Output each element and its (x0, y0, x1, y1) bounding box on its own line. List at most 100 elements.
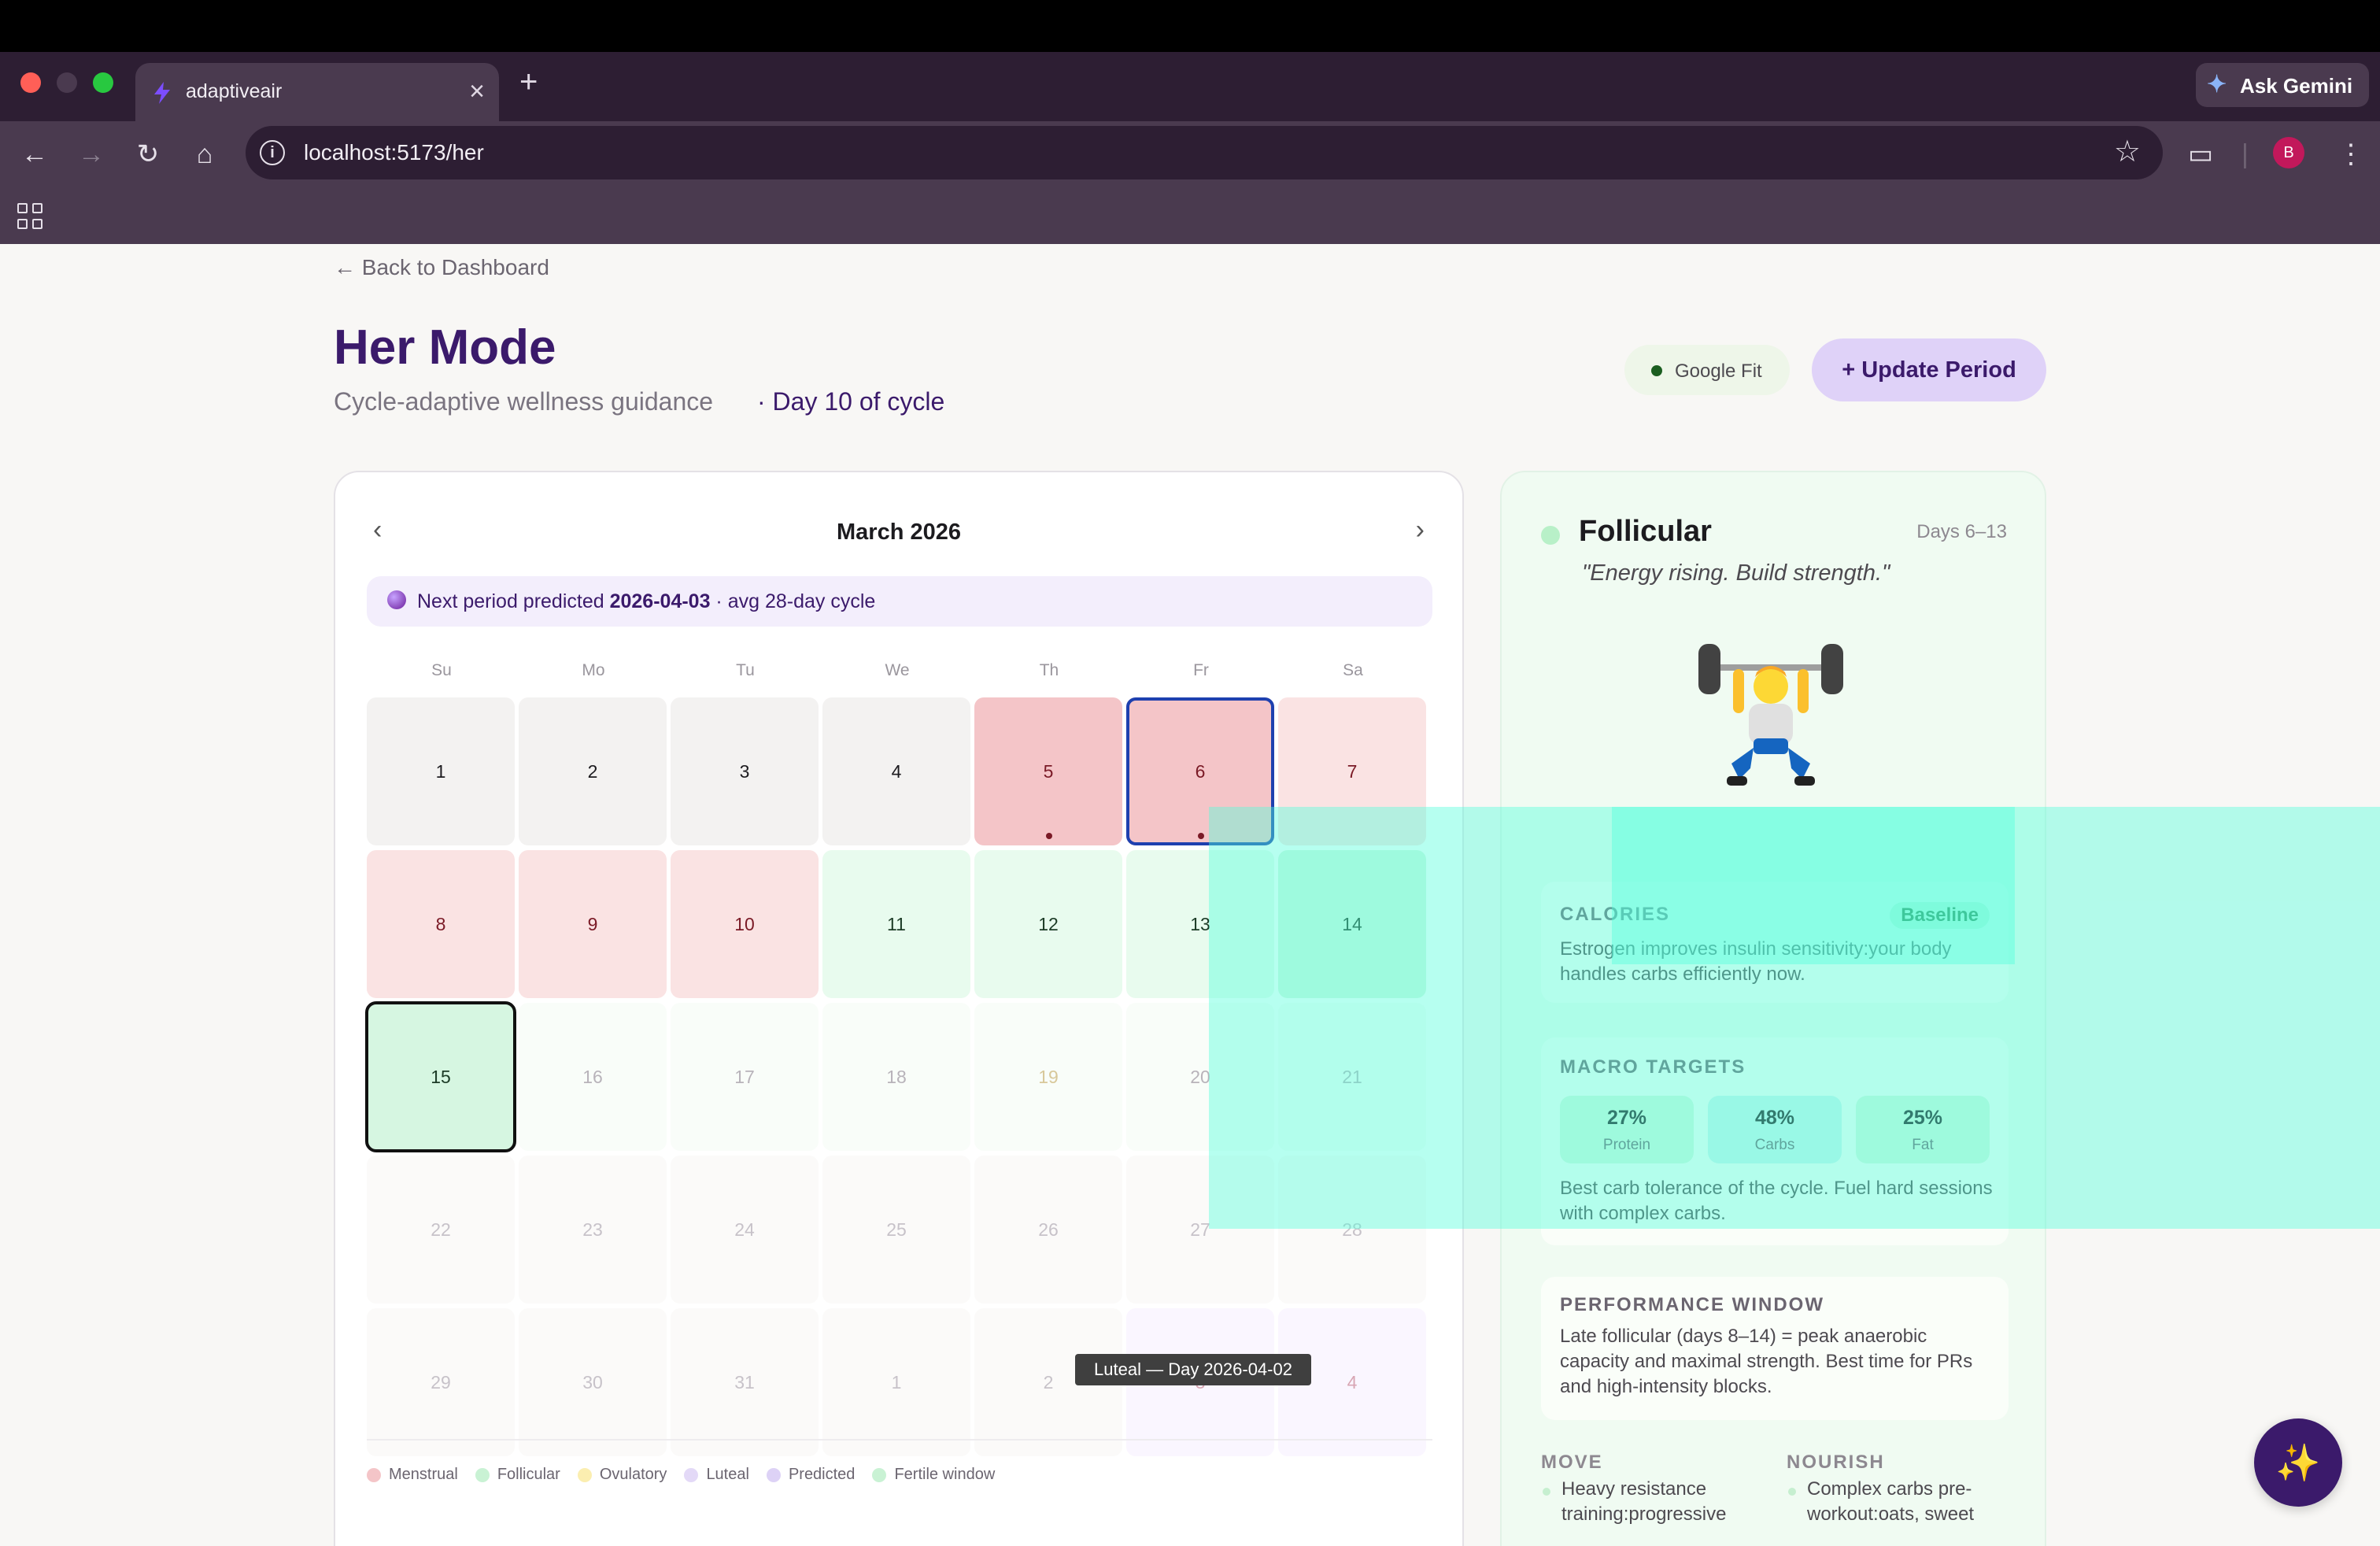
macro-fat: 25% Fat (1856, 1096, 1990, 1163)
calendar-day[interactable]: 11 (822, 850, 970, 998)
legend-item: Predicted (766, 1466, 855, 1484)
site-info-icon[interactable]: i (260, 140, 285, 165)
cycle-day-indicator: · Day 10 of cycle (757, 387, 945, 416)
connection-status-dot (1651, 365, 1662, 376)
update-period-button[interactable]: + Update Period (1812, 338, 2046, 401)
calendar-day[interactable]: 25 (822, 1156, 970, 1304)
macro-protein: 27% Protein (1560, 1096, 1694, 1163)
bookmark-star-icon[interactable]: ☆ (2113, 135, 2141, 168)
legend-item: Follicular (475, 1466, 560, 1484)
google-fit-badge[interactable]: Google Fit (1624, 345, 1790, 395)
legend-divider (367, 1439, 1432, 1441)
calendar-day-logged[interactable]: 5 (974, 697, 1122, 845)
calendar-day[interactable]: 29 (367, 1308, 515, 1456)
calendar-day[interactable]: 17 (671, 1003, 819, 1151)
calendar-day[interactable]: 13 (1126, 850, 1274, 998)
macro-value: 27% (1606, 1107, 1647, 1129)
macro-targets-box: MACRO TARGETS 27% Protein 48% Carbs 25% … (1541, 1037, 2009, 1245)
macro-value: 48% (1754, 1107, 1795, 1129)
calendar-card: ‹ March 2026 › Next period predicted 202… (334, 471, 1464, 1546)
macro-carbs: 48% Carbs (1708, 1096, 1842, 1163)
legend-swatch (684, 1467, 699, 1482)
nourish-item: Complex carbs pre-workout:oats, sweet (1807, 1478, 1975, 1525)
next-month-chevron-icon[interactable]: › (1415, 515, 1425, 545)
calendar-day[interactable]: 8 (367, 850, 515, 998)
weekday-header: Sa (1343, 661, 1363, 679)
legend-item: Fertile window (872, 1466, 995, 1484)
calendar-day[interactable]: 27 (1126, 1156, 1274, 1304)
calendar-day[interactable]: 31 (671, 1308, 819, 1456)
calories-title: CALORIES (1560, 904, 1671, 925)
calendar-day[interactable]: 24 (671, 1156, 819, 1304)
calendar-day[interactable]: 28 (1278, 1156, 1426, 1304)
macro-label: Carbs (1754, 1137, 1795, 1153)
nourish-bullet (1788, 1488, 1796, 1496)
apps-grid-icon[interactable] (17, 203, 44, 230)
calendar-day[interactable]: 4 (822, 697, 970, 845)
phase-quote: "Energy rising. Build strength." (1582, 560, 1890, 586)
phase-name: Follicular (1579, 515, 1712, 548)
phase-card: Follicular Days 6–13 "Energy rising. Bui… (1500, 471, 2046, 1546)
back-arrow-icon[interactable]: ← (21, 139, 48, 169)
legend-swatch (577, 1467, 592, 1482)
weekday-header: Tu (736, 661, 755, 679)
calendar-day[interactable]: 1 (822, 1308, 970, 1456)
weekday-header: Th (1039, 661, 1059, 679)
calendar-day[interactable]: 2 (519, 697, 667, 845)
calendar-day[interactable]: 18 (822, 1003, 970, 1151)
calendar-day[interactable]: 10 (671, 850, 819, 998)
calendar-day[interactable]: 26 (974, 1156, 1122, 1304)
maximize-window-button[interactable] (93, 72, 113, 93)
day-number: 5 (1043, 761, 1054, 782)
address-url[interactable]: localhost:5173/her (304, 140, 484, 165)
calendar-day[interactable]: 19 (974, 1003, 1122, 1151)
browser-tab[interactable]: adaptiveair × (135, 63, 499, 121)
calendar-day[interactable]: 30 (519, 1308, 667, 1456)
calendar-day[interactable]: 23 (519, 1156, 667, 1304)
legend-swatch (475, 1467, 490, 1482)
calendar-day[interactable]: 9 (519, 850, 667, 998)
more-menu-icon[interactable]: ⋮ (2338, 139, 2364, 169)
back-to-dashboard-link[interactable]: ← Back to Dashboard (334, 255, 549, 279)
calendar-day[interactable]: 16 (519, 1003, 667, 1151)
tab-title: adaptiveair (186, 80, 283, 102)
legend-label: Luteal (706, 1466, 749, 1483)
calendar-day-today[interactable]: 15 (365, 1001, 516, 1152)
calendar-day[interactable]: 1 (367, 697, 515, 845)
legend-item: Luteal (684, 1466, 749, 1484)
close-window-button[interactable] (20, 72, 41, 93)
calendar-day[interactable]: 3 (671, 697, 819, 845)
selection-overlay (2015, 807, 2380, 1229)
reload-icon[interactable]: ↻ (136, 139, 160, 169)
day-number: 6 (1195, 761, 1206, 782)
calendar-day-selected[interactable]: 6 (1126, 697, 1274, 845)
calendar-day[interactable]: 21 (1278, 1003, 1426, 1151)
calendar-day[interactable]: 20 (1126, 1003, 1274, 1151)
tab-search-icon[interactable]: ▭ (2188, 139, 2214, 169)
forward-arrow-icon[interactable]: → (78, 139, 105, 169)
previous-month-chevron-icon[interactable]: ‹ (373, 515, 382, 545)
screen-top-bar (0, 0, 2380, 52)
weekday-header: Mo (582, 661, 605, 679)
calendar-day[interactable]: 14 (1278, 850, 1426, 998)
minimize-window-button[interactable] (57, 72, 77, 93)
address-bar[interactable]: i localhost:5173/her ☆ (246, 126, 2163, 179)
baseline-badge: Baseline (1890, 902, 1990, 929)
page-subtitle: Cycle-adaptive wellness guidance (334, 387, 714, 416)
calendar-month-title: March 2026 (837, 520, 961, 545)
day-tooltip: Luteal — Day 2026-04-02 (1075, 1354, 1311, 1385)
new-tab-button[interactable]: + (519, 65, 538, 99)
weekday-header: Su (431, 661, 452, 679)
page-title: Her Mode (334, 320, 556, 375)
gemini-sparkle-icon: ✦ (2207, 72, 2227, 98)
tab-close-icon[interactable]: × (469, 76, 485, 106)
legend-item: Menstrual (367, 1466, 458, 1484)
calendar-day[interactable]: 12 (974, 850, 1122, 998)
her-mode-page: ← Back to Dashboard Her Mode Cycle-adapt… (0, 244, 2380, 1546)
calendar-day[interactable]: 22 (367, 1156, 515, 1304)
sparkles-icon[interactable]: ✨ (2254, 1418, 2342, 1507)
home-icon[interactable]: ⌂ (196, 139, 213, 169)
ask-gemini-button[interactable]: ✦ Ask Gemini (2196, 63, 2369, 107)
calendar-day[interactable]: 7 (1278, 697, 1426, 845)
profile-avatar[interactable]: B (2273, 137, 2304, 168)
